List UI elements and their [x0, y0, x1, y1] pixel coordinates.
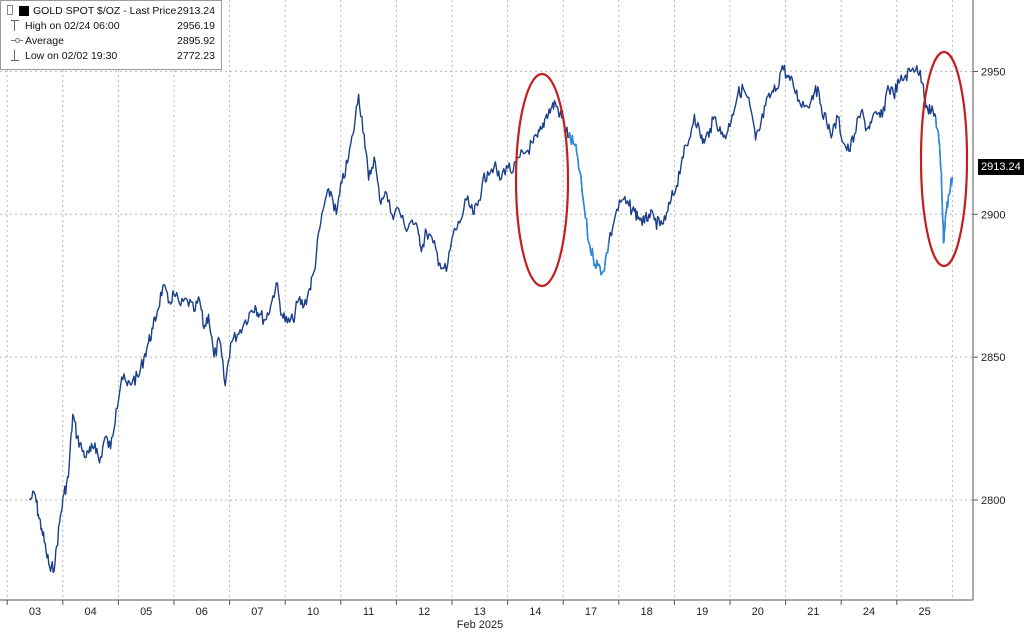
series-swatch-icon [19, 6, 29, 16]
x-tick-label: 05 [140, 606, 152, 618]
highlight-segment-line [934, 117, 954, 244]
chart-legend: GOLD SPOT $/OZ - Last Price 2913.24 High… [0, 0, 222, 70]
annotation-circle-feb14 [514, 72, 570, 288]
highlight-segment-line [568, 131, 610, 276]
legend-average-value: 2895.92 [177, 35, 215, 47]
x-tick-label: 12 [418, 606, 430, 618]
y-tick-label: 2900 [981, 209, 1005, 221]
legend-handle-icon [7, 5, 13, 15]
x-tick-label: 18 [640, 606, 652, 618]
legend-title: GOLD SPOT $/OZ - Last Price [33, 5, 177, 17]
x-tick-label: 20 [752, 606, 764, 618]
legend-low-label: Low on 02/02 19:30 [25, 50, 118, 62]
x-tick-label: 13 [474, 606, 486, 618]
x-tick-label: 21 [807, 606, 819, 618]
x-tick-label: 25 [918, 606, 930, 618]
average-marker-icon [11, 38, 23, 43]
legend-title-value: 2913.24 [177, 5, 215, 17]
legend-row-low: Low on 02/02 19:30 2772.23 [5, 49, 215, 63]
y-tick-label: 2800 [981, 495, 1005, 507]
x-tick-label: 06 [196, 606, 208, 618]
legend-average-label: Average [25, 35, 64, 47]
low-marker-icon [11, 50, 20, 61]
y-axis-ticks: 2800 2850 2900 2950 [973, 66, 1005, 507]
legend-row-high: High on 02/24 06:00 2956.19 [5, 19, 215, 33]
legend-low-value: 2772.23 [177, 50, 215, 62]
y-tick-label: 2950 [981, 66, 1005, 78]
legend-row-average: Average 2895.92 [5, 34, 215, 48]
price-series-line [28, 64, 954, 574]
x-tick-label: 14 [529, 606, 541, 618]
x-tick-label: 24 [863, 606, 875, 618]
x-axis-title: Feb 2025 [457, 619, 503, 631]
y-tick-label: 2850 [981, 352, 1005, 364]
x-tick-label: 10 [307, 606, 319, 618]
x-axis-ticks: 03 04 05 06 07 10 11 12 13 14 17 18 19 20 21 24 25 [6, 600, 931, 618]
annotation-circle-feb25 [919, 50, 969, 268]
horizontal-gridlines [0, 70, 973, 501]
x-tick-label: 03 [29, 606, 41, 618]
x-tick-label: 04 [84, 606, 96, 618]
legend-row-last-price: GOLD SPOT $/OZ - Last Price 2913.24 [5, 4, 215, 18]
x-tick-label: 17 [585, 606, 597, 618]
last-price-badge: 2913.24 [978, 159, 1024, 175]
x-tick-label: 19 [696, 606, 708, 618]
legend-high-value: 2956.19 [177, 20, 215, 32]
x-tick-label: 07 [251, 606, 263, 618]
legend-high-label: High on 02/24 06:00 [25, 20, 120, 32]
highlight-segments [568, 117, 954, 276]
x-tick-label: 11 [363, 606, 374, 618]
high-marker-icon [11, 20, 20, 31]
